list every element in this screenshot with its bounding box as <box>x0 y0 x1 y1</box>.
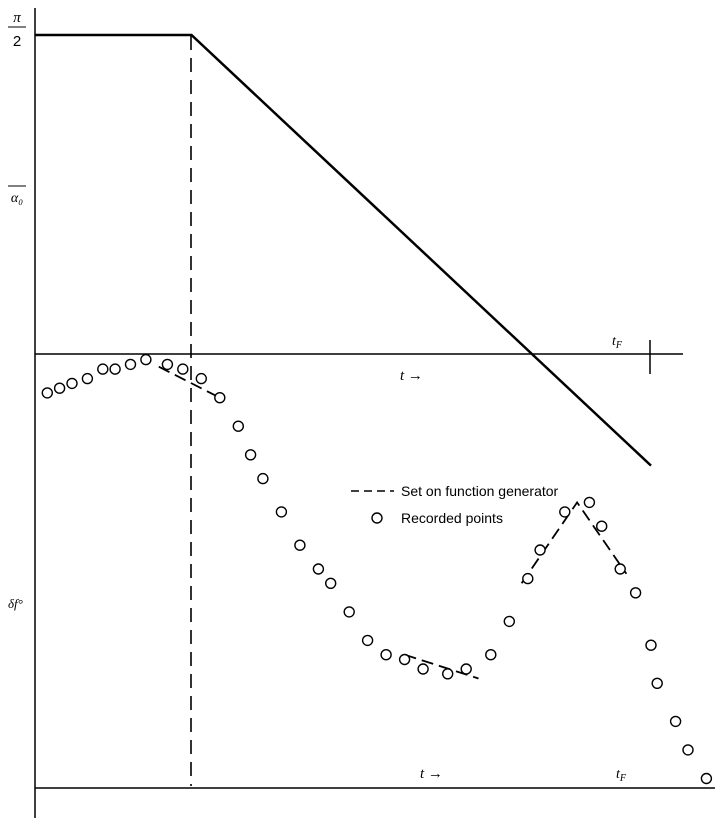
recorded-point <box>700 772 713 785</box>
recorded-point <box>669 715 682 728</box>
legend-circle-swatch <box>371 512 383 524</box>
recorded-point <box>81 372 94 385</box>
lower-tf-subscript: F <box>619 773 627 784</box>
recorded-point <box>325 577 337 589</box>
recorded-point <box>380 649 392 661</box>
legend: Set on function generator Recorded point… <box>351 483 559 526</box>
recorded-point <box>629 587 642 599</box>
recorded-point <box>312 563 325 575</box>
recorded-point <box>294 539 306 551</box>
recorded-point <box>244 449 257 461</box>
recorded-point <box>485 649 497 661</box>
recorded-point <box>161 358 174 371</box>
recorded-point <box>41 387 53 399</box>
recorded-point <box>645 639 657 651</box>
recorded-point <box>596 520 608 532</box>
recorded-point <box>53 382 66 394</box>
recorded-point <box>343 606 355 618</box>
recorded-point <box>534 544 546 556</box>
lower-tf-label: tF <box>616 767 627 784</box>
recorded-point <box>651 677 663 689</box>
upper-y-tick-pi-over-2: π 2 <box>8 10 26 50</box>
dashed-segment <box>520 500 628 584</box>
recorded-point <box>522 572 534 585</box>
dashed-segment <box>158 365 221 399</box>
recorded-point <box>177 363 189 375</box>
upper-tf-subscript: F <box>615 340 623 351</box>
set-on-function-generator-series <box>158 365 628 680</box>
legend-circles-label: Recorded points <box>401 510 503 526</box>
upper-y-tick-alpha0: α₀ <box>8 185 26 206</box>
recorded-point <box>66 377 78 390</box>
recorded-point <box>682 744 694 756</box>
lower-t-arrow-label: t → <box>420 766 443 782</box>
recorded-point <box>614 563 626 575</box>
recorded-point <box>361 634 374 647</box>
recorded-point <box>460 663 472 675</box>
recorded-point <box>275 506 288 518</box>
upper-tf-label: tF <box>612 334 623 351</box>
recorded-point <box>583 496 596 509</box>
upper-tf-letter: t <box>612 334 617 349</box>
recorded-point <box>214 392 226 404</box>
recorded-point <box>398 653 411 666</box>
upper-t-arrow-label: t → <box>400 368 423 384</box>
upper-alpha-line <box>35 33 652 467</box>
recorded-points-series <box>41 353 713 785</box>
recorded-point <box>417 663 429 675</box>
lower-tf-letter: t <box>616 767 621 782</box>
recorded-point <box>232 420 245 432</box>
recorded-point <box>109 363 121 375</box>
recorded-point <box>97 363 109 375</box>
recorded-point <box>195 372 208 385</box>
recorded-point <box>442 668 454 680</box>
recorded-point <box>559 506 571 518</box>
pi-label: π <box>13 10 21 26</box>
two-label: 2 <box>13 33 21 50</box>
lower-y-label: δf° <box>8 596 23 611</box>
recorded-point <box>257 472 269 485</box>
recorded-point <box>124 358 137 371</box>
recorded-point <box>140 353 152 366</box>
alpha-label: α₀ <box>11 191 23 206</box>
legend-dashed-label: Set on function generator <box>401 483 559 499</box>
recorded-point <box>503 615 515 628</box>
